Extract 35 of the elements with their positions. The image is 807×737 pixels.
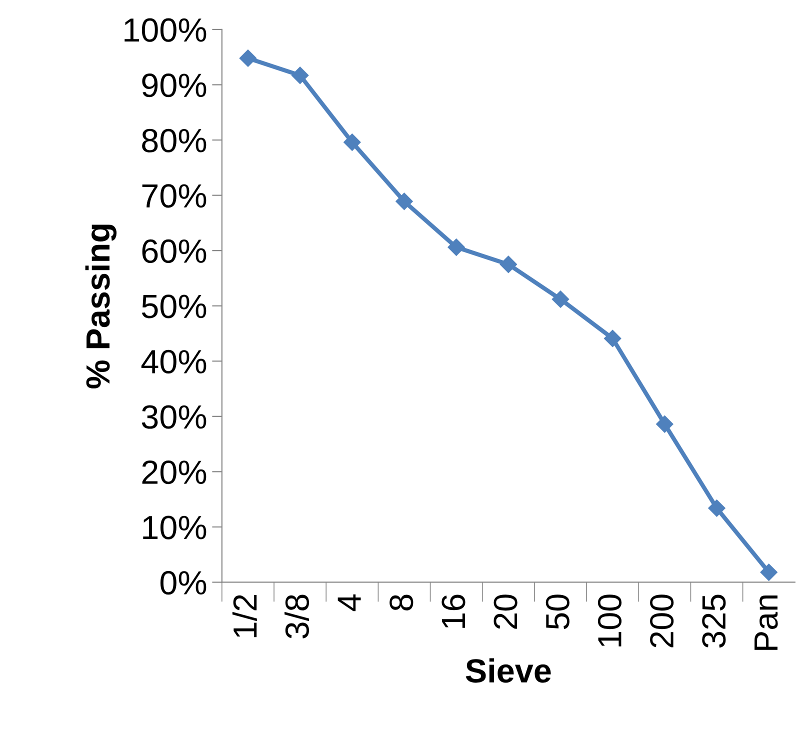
x-tick-label: 1/2 xyxy=(232,595,257,638)
point xyxy=(239,50,257,67)
x-tick-label: 16 xyxy=(442,594,466,628)
y-tick-label: 90% xyxy=(142,74,206,98)
point xyxy=(344,134,361,151)
x-tick-label: 4 xyxy=(338,594,361,612)
x-tick-label: 200 xyxy=(650,594,674,648)
y-tick-label: 20% xyxy=(142,460,206,484)
point xyxy=(292,66,309,84)
x-tick-label: 8 xyxy=(390,594,414,610)
y-tick-label: 70% xyxy=(142,184,206,208)
y-tick-label: 30% xyxy=(142,405,206,429)
y-tick-label: 60% xyxy=(142,239,206,263)
point xyxy=(552,290,570,308)
x-tick-label: 100 xyxy=(598,594,622,646)
point xyxy=(604,330,622,348)
point xyxy=(656,416,674,433)
x-tick-label: Pan xyxy=(754,596,778,650)
y-tick-label: 100% xyxy=(124,18,206,42)
point xyxy=(448,238,465,256)
y-tick-label: 10% xyxy=(143,516,206,540)
point xyxy=(760,564,778,581)
point xyxy=(500,256,517,273)
x-tick-label: 3/8 xyxy=(284,594,310,638)
y-tick-label: 0% xyxy=(160,571,206,595)
point xyxy=(708,500,726,517)
y-tick-label: 50% xyxy=(142,294,206,318)
y-axis-title: % Passing xyxy=(85,224,117,388)
x-tick-label: 325 xyxy=(702,594,726,648)
y-tick-label: 40% xyxy=(141,350,206,374)
x-axis-title: Sieve xyxy=(466,658,551,683)
y-tick-label: 80% xyxy=(142,128,206,152)
x-tick-label: 20 xyxy=(494,594,518,629)
point xyxy=(396,192,413,210)
x-tick-label: 50 xyxy=(546,594,570,630)
